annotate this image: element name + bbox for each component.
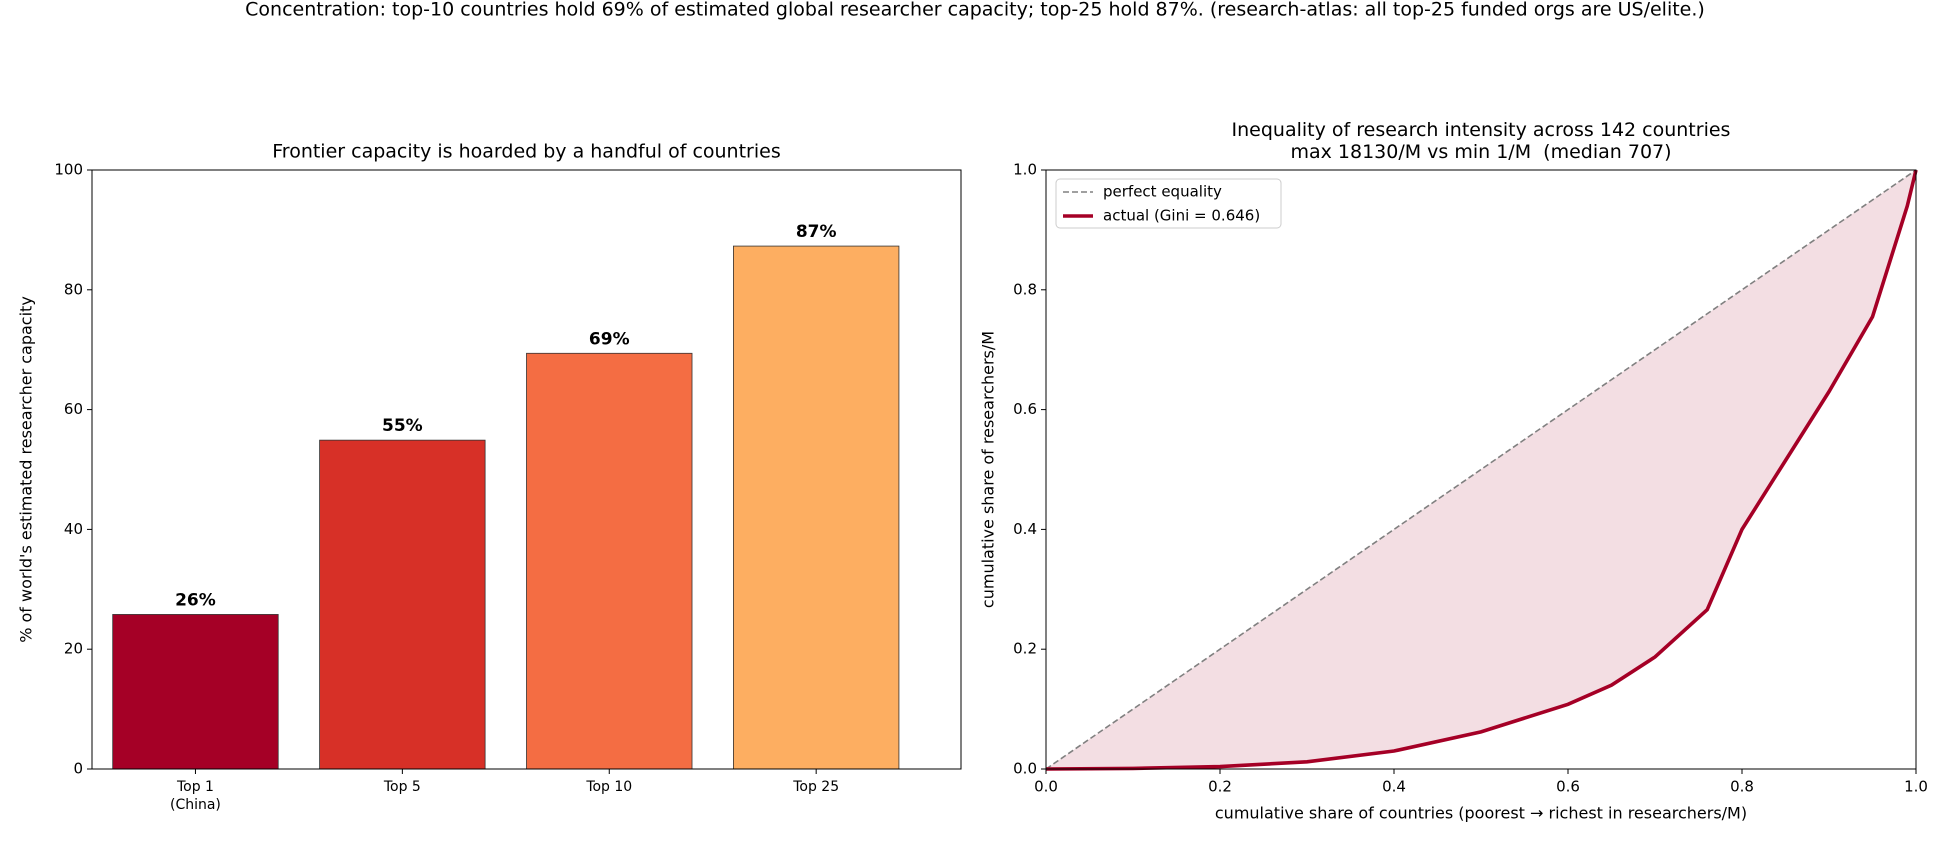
chart-title: Frontier capacity is hoarded by a handfu… [272, 141, 780, 163]
y-axis-label: % of world's estimated researcher capaci… [17, 296, 36, 643]
chart-title: Inequality of research intensity across … [1232, 119, 1731, 163]
value-label: 69% [589, 329, 630, 349]
figure-title: Concentration: top-10 countries hold 69%… [245, 0, 1705, 21]
y-tick-label: 80 [64, 280, 83, 298]
bar [733, 245, 900, 770]
axes-frame [91, 169, 962, 770]
x-axis-label: cumulative share of countries (poorest →… [1215, 804, 1747, 823]
bar [526, 352, 693, 770]
x-tick-label: Top 10 [585, 779, 632, 795]
x-tick-label: 0.4 [1382, 778, 1406, 796]
y-tick-label: 60 [64, 400, 83, 418]
y-tick-label: 0.8 [1013, 280, 1037, 298]
x-tick-label: 0.2 [1208, 778, 1232, 796]
y-tick-label: 0.4 [1013, 520, 1037, 538]
x-tick-label: 0.8 [1730, 778, 1754, 796]
y-tick-label: 0.0 [1013, 760, 1037, 778]
y-tick-label: 0 [73, 760, 83, 778]
x-tick-label: Top 5 [383, 779, 421, 795]
legend-label: actual (Gini = 0.646) [1103, 207, 1260, 225]
y-tick-label: 100 [54, 161, 83, 179]
y-tick-label: 20 [64, 640, 83, 658]
y-tick-label: 0.2 [1013, 640, 1037, 658]
series-line [1045, 169, 1917, 770]
legend-label: perfect equality [1103, 183, 1222, 201]
value-label: 26% [175, 590, 216, 610]
legend-box [1055, 178, 1282, 229]
x-tick-label: 0.0 [1034, 778, 1058, 796]
y-tick-label: 1.0 [1013, 161, 1037, 179]
bar [112, 614, 279, 770]
y-axis-label: cumulative share of researchers/M [979, 331, 998, 608]
series-line [1045, 169, 1918, 771]
value-label: 55% [382, 416, 423, 436]
x-tick-label: 1.0 [1904, 778, 1928, 796]
x-tick-label: Top 25 [792, 779, 839, 795]
value-label: 87% [796, 222, 837, 242]
x-tick-label: 0.6 [1556, 778, 1580, 796]
bar [319, 439, 486, 770]
y-tick-label: 40 [64, 520, 83, 538]
x-tick-label: Top 1 (China) [170, 779, 221, 813]
y-tick-label: 0.6 [1013, 400, 1037, 418]
axes-frame [1045, 169, 1917, 770]
